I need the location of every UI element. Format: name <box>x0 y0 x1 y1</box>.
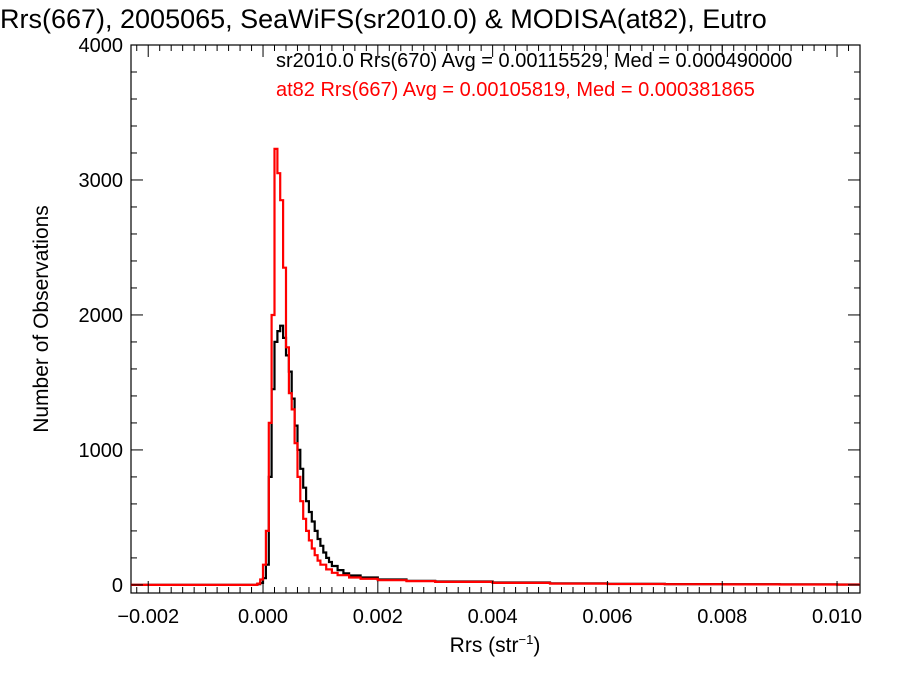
chart-title: Rrs(667), 2005065, SeaWiFS(sr2010.0) & M… <box>0 4 767 34</box>
tick-layer: −0.002 0.000 0.002 0.004 0.006 0.008 0.010 0 100… <box>79 35 863 628</box>
x-axis-label-superscript: −1 <box>519 632 534 647</box>
x-tick-label: 0.000 <box>238 606 288 628</box>
x-tick-label: 0.006 <box>582 606 632 628</box>
y-tick-label: 0 <box>112 575 123 597</box>
x-tick-label: −0.002 <box>117 606 179 628</box>
y-tick-label: 1000 <box>79 440 124 462</box>
histogram-series-1 <box>131 147 860 586</box>
x-axis-label: Rrs (str−1) <box>450 632 541 657</box>
x-axis-label-close: ) <box>533 634 540 657</box>
y-tick-label: 4000 <box>79 35 124 57</box>
y-axis-label: Number of Observations <box>30 205 53 433</box>
x-tick-label: 0.002 <box>353 606 403 628</box>
histogram-series-0 <box>131 324 860 586</box>
x-axis-label-main: Rrs (str <box>450 634 519 657</box>
x-tick-label: 0.008 <box>697 606 747 628</box>
plot-frame <box>130 44 861 594</box>
legend-entry-sr2010: sr2010.0 Rrs(670) Avg = 0.00115529, Med … <box>276 50 792 72</box>
x-tick-label: 0.010 <box>812 606 862 628</box>
y-tick-label: 3000 <box>79 170 124 192</box>
x-tick-label: 0.004 <box>468 606 518 628</box>
legend-entry-at82: at82 Rrs(667) Avg = 0.00105819, Med = 0.… <box>276 79 755 101</box>
y-tick-label: 2000 <box>79 305 124 327</box>
series-layer <box>131 147 860 586</box>
